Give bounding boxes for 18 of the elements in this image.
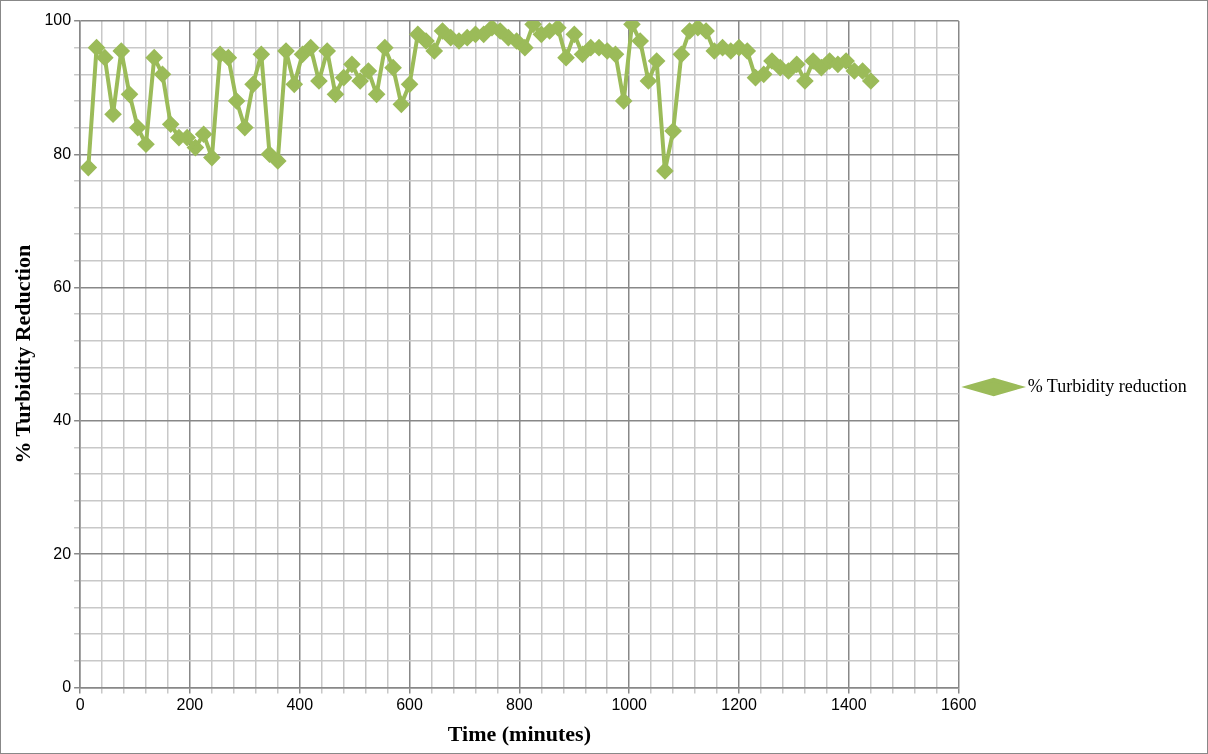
x-tick-label: 1000 <box>611 696 648 714</box>
x-tick-label: 600 <box>396 696 424 714</box>
y-tick-label: 100 <box>44 11 72 29</box>
x-tick-label: 1200 <box>721 696 757 714</box>
y-tick-label: 80 <box>53 144 72 162</box>
y-tick-label: 0 <box>62 677 72 695</box>
y-axis-title: % Turbidity Reduction <box>9 244 35 464</box>
x-tick-label: 1600 <box>940 696 977 714</box>
y-tick-label: 20 <box>53 544 72 562</box>
y-tick-label: 60 <box>53 277 72 295</box>
legend-label: % Turbidity reduction <box>1027 375 1187 396</box>
x-tick-label: 1400 <box>831 696 867 714</box>
x-tick-label: 400 <box>286 696 314 714</box>
x-tick-label: 0 <box>75 696 85 714</box>
x-axis-title: Time (minutes) <box>447 721 591 747</box>
y-tick-label: 40 <box>53 411 72 429</box>
x-tick-label: 800 <box>506 696 533 714</box>
x-tick-label: 200 <box>176 696 204 714</box>
